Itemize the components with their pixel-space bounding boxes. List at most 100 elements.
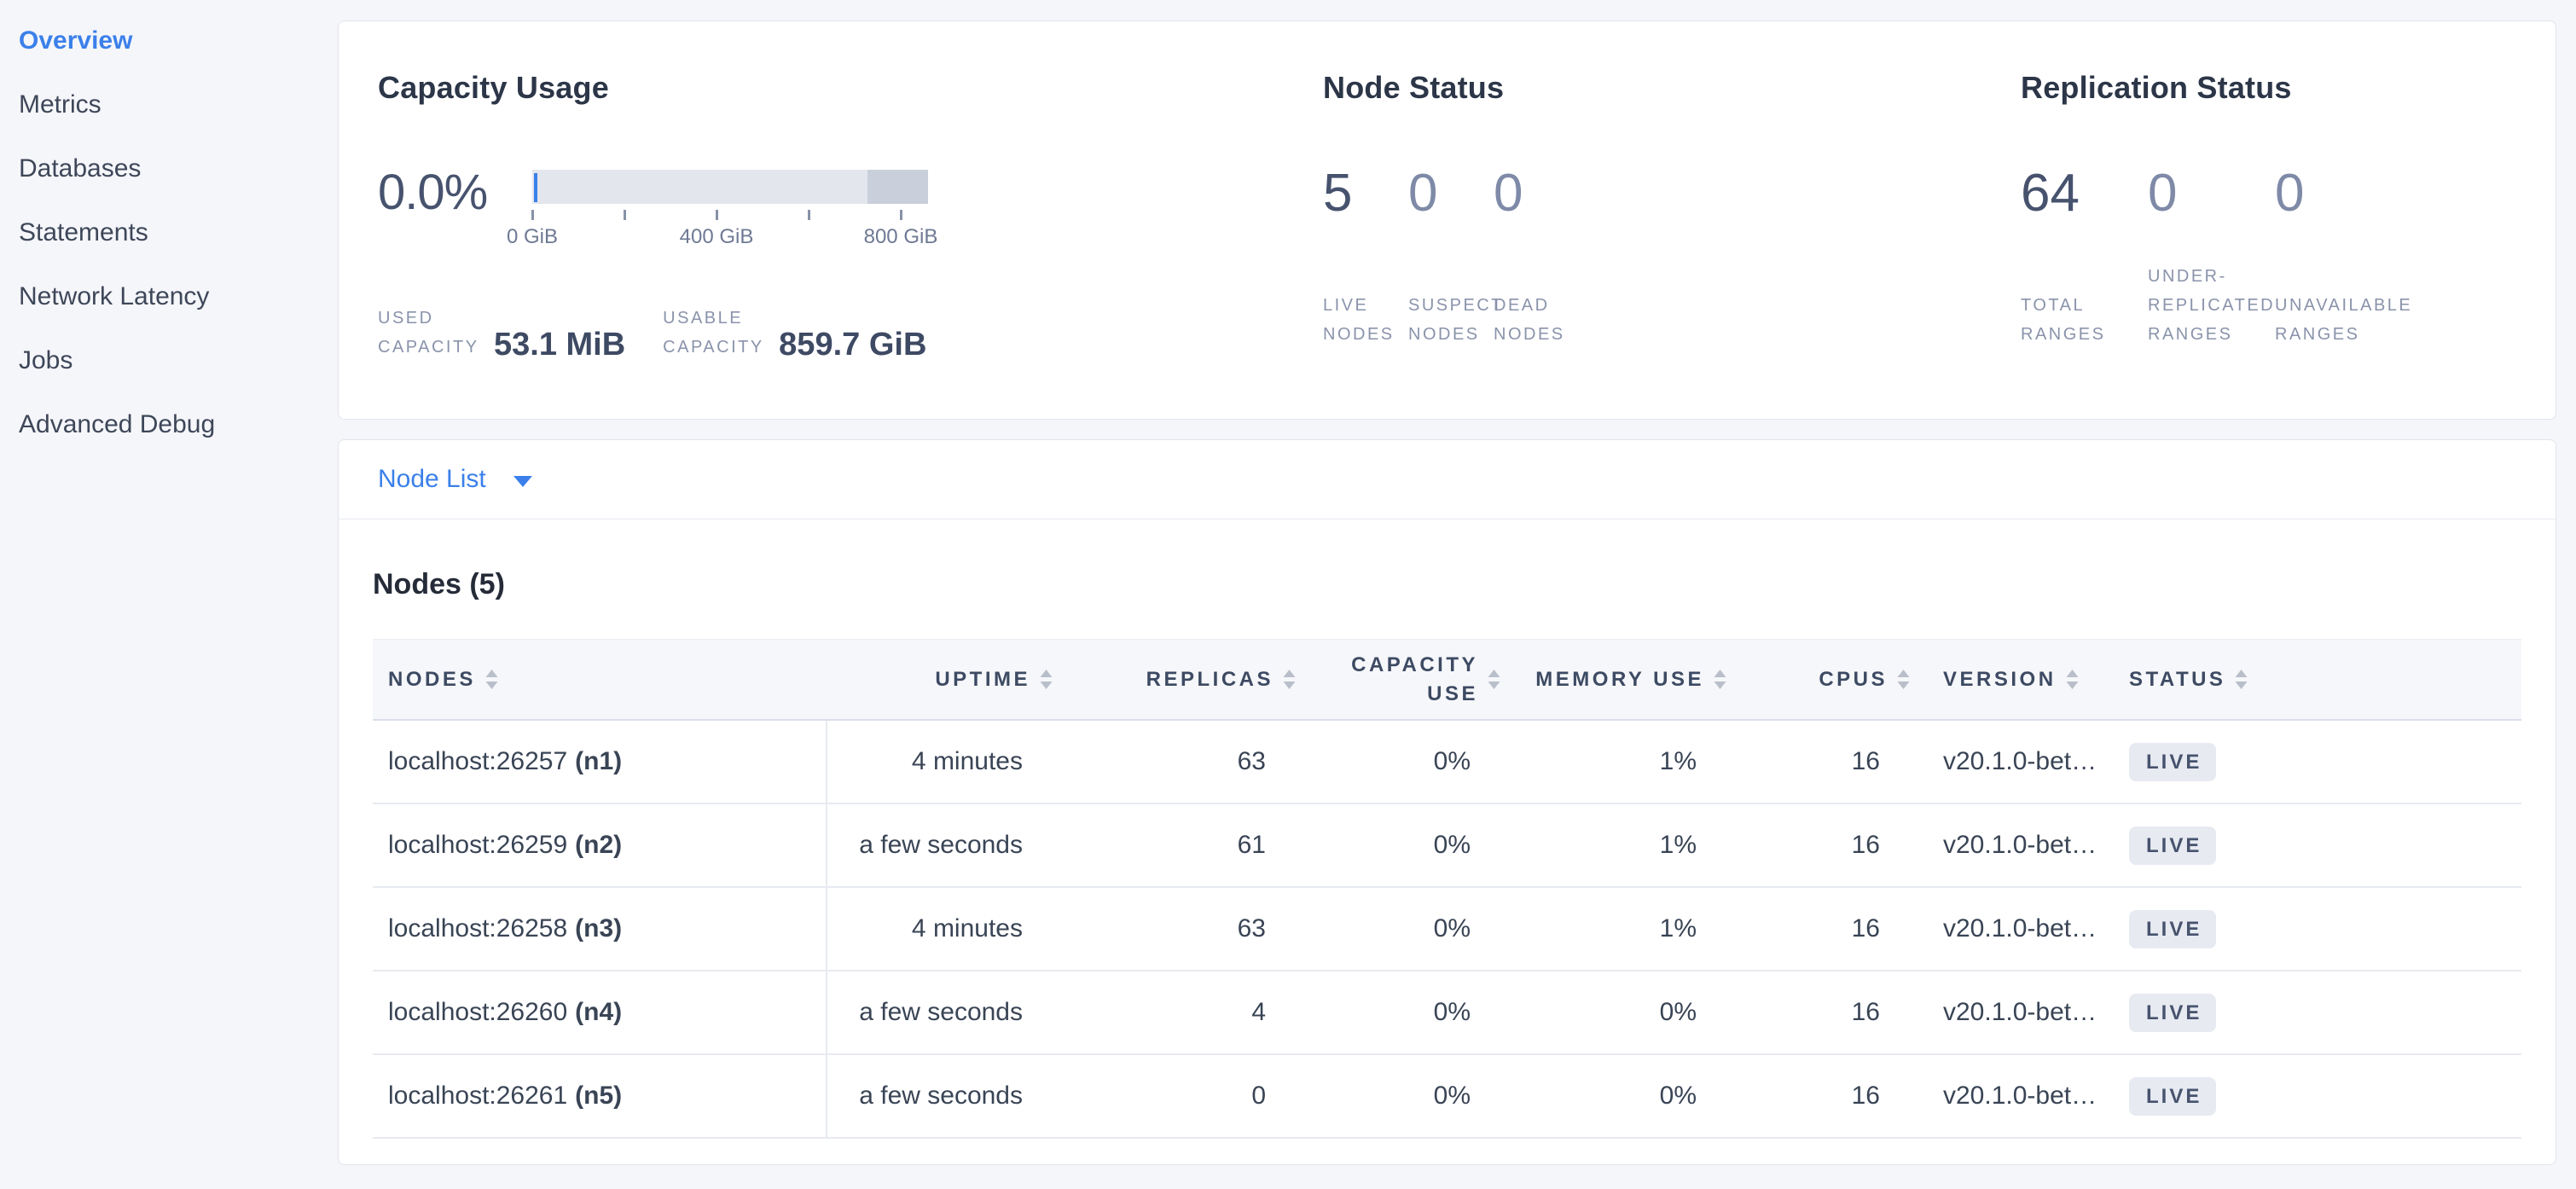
node-address: localhost:26259 (388, 831, 568, 859)
table-row-node-5: localhost:26261 (n5) a few seconds 0 0% … (373, 1055, 2521, 1139)
column-header-nodes[interactable]: NODES (373, 668, 827, 692)
capacity-bar-reserved-segment (867, 170, 928, 204)
nodes-table-header-row: NODES UPTIME REPLICAS CAPACITY USE (373, 639, 2521, 721)
replicas-cell: 63 (1237, 914, 1266, 942)
uptime-cell: 4 minutes (911, 747, 1023, 775)
sort-icon (1039, 669, 1053, 691)
column-header-uptime[interactable]: UPTIME (827, 668, 1053, 692)
capacity-use-cell: 0% (1433, 998, 1471, 1026)
status-badge: LIVE (2129, 1076, 2217, 1116)
under-replicated-ranges-label: UNDER-REPLICATED RANGES (2148, 267, 2276, 344)
capacity-axis-labels: 0 GiB 400 GiB 800 GiB (507, 225, 937, 249)
nodes-table: NODES UPTIME REPLICAS CAPACITY USE (373, 639, 2521, 1139)
sidebar-item-jobs[interactable]: Jobs (19, 345, 73, 374)
main-content: Capacity Usage 0.0% (338, 0, 2576, 1189)
uptime-cell: a few seconds (859, 1082, 1023, 1110)
suspect-nodes-value: 0 (1408, 164, 1438, 223)
sidebar-item-statements[interactable]: Statements (19, 218, 148, 246)
replication-status-section: Replication Status 64 TOTAL RANGES 0 UND… (2021, 69, 2516, 419)
unavailable-ranges-stat: 0 UNAVAILABLE RANGES (2275, 164, 2411, 349)
version-cell: v20.1.0-bet… (1943, 998, 2097, 1026)
status-badge: LIVE (2129, 993, 2217, 1032)
capacity-gauge: 0.0% (378, 168, 1052, 249)
version-cell: v20.1.0-bet… (1943, 831, 2097, 859)
sidebar-item-overview[interactable]: Overview (19, 26, 133, 55)
usable-capacity-label: USABLE CAPACITY (663, 309, 764, 357)
sidebar-item-advanced-debug[interactable]: Advanced Debug (19, 409, 216, 438)
total-ranges-label: TOTAL RANGES (2021, 296, 2106, 344)
column-header-label: CPUS (1819, 667, 1888, 691)
column-header-cpus[interactable]: CPUS (1727, 668, 1911, 692)
cpus-cell: 16 (1851, 914, 1880, 942)
status-cell: LIVE (2124, 721, 2521, 803)
suspect-nodes-label: SUSPECT NODES (1408, 296, 1504, 344)
node-address-cell[interactable]: localhost:26260 (n4) (373, 972, 827, 1053)
node-id: (n2) (575, 831, 623, 859)
node-list-bar: Node List (339, 440, 2556, 519)
replication-status-stats: 64 TOTAL RANGES 0 UNDER-REPLICATED RANGE… (2021, 166, 2516, 349)
status-badge: LIVE (2129, 742, 2217, 781)
capacity-axis-ticks (531, 210, 928, 225)
node-address: localhost:26261 (388, 1082, 568, 1110)
total-ranges-stat: 64 TOTAL RANGES (2021, 166, 2148, 349)
unavailable-ranges-label: UNAVAILABLE RANGES (2275, 296, 2413, 344)
column-header-label: NODES (388, 667, 476, 691)
node-address-cell[interactable]: localhost:26258 (n3) (373, 888, 827, 970)
memory-use-cell: 0% (1659, 1082, 1697, 1110)
column-header-status[interactable]: STATUS (2124, 668, 2521, 692)
node-status-title: Node Status (1323, 70, 1505, 105)
table-row-node-4: localhost:26260 (n4) a few seconds 4 0% … (373, 972, 2521, 1055)
node-address: localhost:26258 (388, 914, 568, 942)
capacity-use-cell: 0% (1433, 914, 1471, 942)
uptime-cell: a few seconds (859, 831, 1023, 859)
memory-use-cell: 1% (1659, 747, 1697, 775)
sort-icon (484, 669, 499, 691)
cpus-cell: 16 (1851, 747, 1880, 775)
axis-label-400: 400 GiB (679, 225, 754, 248)
sidebar-item-databases[interactable]: Databases (19, 154, 142, 183)
column-header-version[interactable]: VERSION (1911, 668, 2124, 692)
replicas-cell: 61 (1237, 831, 1266, 859)
node-address-cell[interactable]: localhost:26261 (n5) (373, 1055, 827, 1137)
status-cell: LIVE (2124, 804, 2521, 886)
sort-icon (1487, 669, 1501, 691)
total-ranges-value: 64 (2021, 164, 2080, 223)
live-nodes-label: LIVE NODES (1323, 296, 1395, 344)
uptime-cell: 4 minutes (911, 914, 1023, 942)
column-header-replicas[interactable]: REPLICAS (1053, 668, 1297, 692)
capacity-bar-used-marker (534, 173, 537, 202)
status-badge: LIVE (2129, 909, 2217, 948)
nodes-table-container: Nodes (5) NODES UPTIME REPLICAS (339, 519, 2556, 1164)
column-header-memory-use[interactable]: MEMORY USE (1501, 668, 1727, 692)
axis-tick (624, 210, 627, 220)
used-capacity-stat: USED CAPACITY 53.1 MiB (378, 304, 625, 362)
sort-icon (2065, 669, 2080, 691)
status-cell: LIVE (2124, 888, 2521, 970)
node-address-cell[interactable]: localhost:26257 (n1) (373, 721, 827, 803)
live-nodes-value: 5 (1323, 164, 1353, 223)
sort-icon (2234, 669, 2248, 691)
sort-icon (1896, 669, 1911, 691)
axis-tick (715, 210, 718, 220)
column-header-label: MEMORY USE (1535, 667, 1704, 691)
capacity-use-cell: 0% (1433, 831, 1471, 859)
node-list-dropdown[interactable]: Node List (378, 465, 532, 494)
node-address-cell[interactable]: localhost:26259 (n2) (373, 804, 827, 886)
sort-icon (1282, 669, 1297, 691)
sidebar-item-metrics[interactable]: Metrics (19, 90, 102, 119)
nodes-card: Node List Nodes (5) NODES UPTIME (338, 439, 2556, 1165)
status-cell: LIVE (2124, 1055, 2521, 1137)
sort-icon (1713, 669, 1727, 691)
capacity-use-cell: 0% (1433, 1082, 1471, 1110)
unavailable-ranges-value: 0 (2275, 164, 2305, 223)
node-list-dropdown-label: Node List (378, 465, 486, 493)
sidebar-item-network-latency[interactable]: Network Latency (19, 281, 210, 310)
table-row-node-2: localhost:26259 (n2) a few seconds 61 0%… (373, 804, 2521, 888)
node-status-stats: 5 LIVE NODES 0 SUSPECT NODES 0 DEAD NODE… (1323, 166, 1801, 349)
cpus-cell: 16 (1851, 998, 1880, 1026)
column-header-capacity-use[interactable]: CAPACITY USE (1297, 651, 1501, 709)
live-nodes-stat: 5 LIVE NODES (1323, 166, 1408, 349)
memory-use-cell: 1% (1659, 831, 1697, 859)
replication-status-title: Replication Status (2021, 70, 2292, 105)
